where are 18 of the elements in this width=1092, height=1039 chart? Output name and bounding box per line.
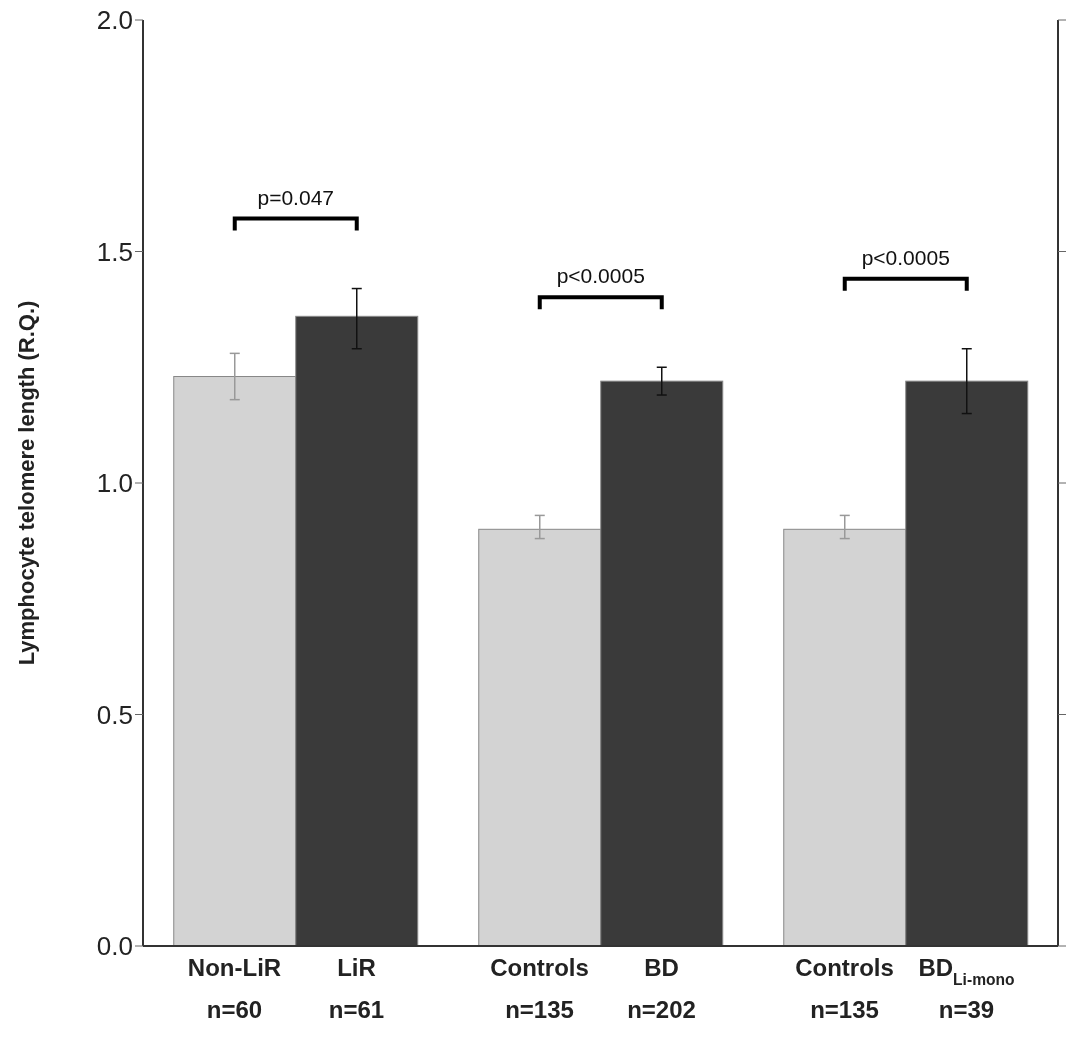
- y-tick-label: 1.5: [96, 236, 133, 267]
- annotation: p<0.0005: [861, 245, 950, 269]
- annotation: p=0.047: [257, 185, 334, 209]
- annotation: p<0.0005: [556, 264, 645, 288]
- x-tick-label: BD$_{Li-mono}$ n=39: [918, 954, 1015, 1023]
- bracket: p=0.047: [232, 185, 359, 231]
- y-tick-label: 0.0: [96, 931, 133, 962]
- y-tick-label: 2.0: [96, 5, 133, 36]
- y-axis-title: Lymphocyte telomere length (R.Q.): [13, 300, 39, 666]
- x-tick-label: BD n=202: [627, 954, 696, 1023]
- x-tick-label: Controls n=135: [795, 954, 894, 1023]
- y-tick-label: 1.0: [96, 468, 133, 499]
- y-tick-label: 0.5: [96, 699, 133, 730]
- x-tick-label: Controls n=135: [490, 954, 589, 1023]
- x-tick-label: LiR n=61: [328, 954, 385, 1023]
- bracket: p<0.0005: [537, 264, 664, 310]
- bracket: p<0.0005: [842, 245, 969, 291]
- x-tick-label: Non-LiR n=60: [187, 954, 282, 1023]
